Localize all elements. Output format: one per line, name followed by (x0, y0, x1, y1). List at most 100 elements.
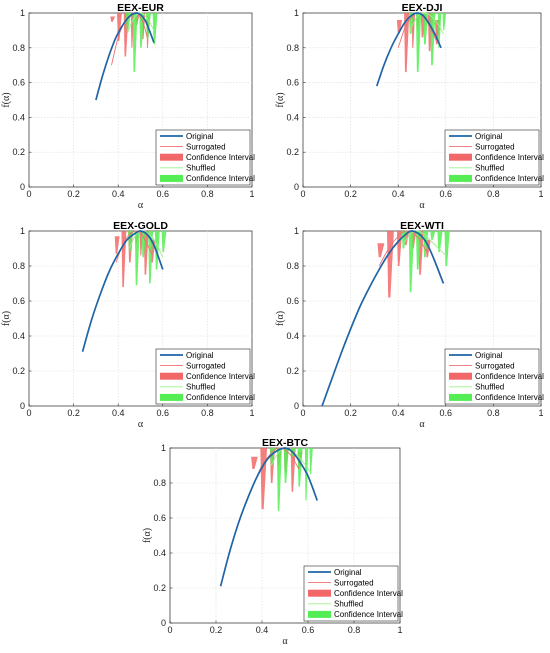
y-tick-label: 0.4 (12, 112, 25, 122)
y-tick-label: 0.4 (286, 112, 299, 122)
legend-label: Surrogated (186, 142, 226, 151)
x-tick-label: 0.6 (302, 625, 315, 635)
x-tick-label: 0 (300, 189, 305, 199)
shuffled-confidence-band (309, 448, 313, 475)
legend-label: Shuffled (475, 383, 504, 392)
shuffled-confidence-band (442, 13, 447, 31)
plot-area (95, 12, 158, 101)
x-tick-label: 1 (538, 189, 543, 199)
y-tick-label: 0.8 (12, 261, 25, 271)
x-tick-label: 0.4 (392, 189, 405, 199)
shuffled-line (409, 12, 444, 35)
x-tick-label: 0.6 (440, 189, 453, 199)
y-tick-label: 0.8 (286, 261, 299, 271)
legend-label: Confidence Interval (475, 174, 544, 183)
surrogated-confidence-band (251, 456, 258, 469)
legend-label: Confidence Interval (186, 393, 255, 402)
shuffled-confidence-band (154, 231, 160, 270)
chart-title: EEX-DJI (402, 2, 443, 14)
shuffled-confidence-band (276, 448, 282, 511)
shuffled-confidence-band (148, 231, 154, 284)
x-tick-label: 0.8 (201, 408, 214, 418)
x-axis-label: α (138, 200, 144, 211)
legend-patch-swatch (160, 393, 183, 401)
y-tick-label: 0.6 (286, 78, 299, 88)
legend-patch-swatch (160, 174, 183, 182)
chart-eex-wti: 0 0.2 0.4 0.6 0.8 1 0 0.2 0.4 0.6 0.8 1 α f(α) EEX-WTI… (275, 220, 544, 430)
legend-label: Original (186, 351, 214, 360)
legend-patch-swatch (160, 372, 183, 380)
shuffled-confidence-band (415, 13, 422, 73)
chart-eex-gold: 0 0.2 0.4 0.6 0.8 1 0 0.2 0.4 0.6 0.8 1 α f(α) EEX-GOL… (1, 220, 255, 430)
y-axis-label: f(α) (275, 311, 286, 326)
legend-label: Surrogated (475, 361, 515, 370)
y-tick-label: 0.2 (12, 147, 25, 157)
x-tick-label: 0 (300, 408, 305, 418)
x-tick-label: 0.2 (344, 408, 357, 418)
legend-label: Original (186, 132, 214, 141)
original-line (375, 12, 442, 87)
y-tick-label: 1 (20, 226, 25, 236)
y-tick-label: 0.6 (12, 78, 25, 88)
x-tick-label: 0.2 (67, 408, 80, 418)
y-tick-label: 0.2 (286, 366, 299, 376)
legend-label: Original (475, 132, 503, 141)
shuffled-confidence-band (437, 231, 443, 252)
shuffled-confidence-band (437, 13, 442, 48)
x-axis-label: α (419, 200, 425, 211)
y-tick-label: 0 (161, 618, 166, 628)
x-tick-label: 0.4 (392, 408, 405, 418)
y-tick-label: 0.2 (286, 147, 299, 157)
x-tick-label: 1 (249, 408, 254, 418)
x-tick-label: 0.8 (487, 189, 500, 199)
legend-label: Original (334, 568, 362, 577)
shuffled-confidence-band (134, 231, 140, 286)
x-axis-label: α (138, 419, 144, 430)
legend-label: Confidence Interval (186, 372, 255, 381)
original-line (95, 12, 155, 101)
shuffled-line (402, 230, 447, 256)
shuffled-confidence-band (132, 13, 138, 73)
y-tick-label: 0 (294, 182, 299, 192)
x-tick-label: 0.8 (487, 408, 500, 418)
x-tick-label: 0.4 (112, 408, 125, 418)
legend-patch-swatch (160, 153, 183, 161)
y-tick-label: 0.8 (286, 43, 299, 53)
original-line (81, 230, 164, 352)
legend-label: Confidence Interval (475, 372, 544, 381)
y-tick-label: 0.6 (286, 296, 299, 306)
y-axis-label: f(α) (1, 311, 12, 326)
x-tick-label: 1 (397, 625, 402, 635)
legend-patch-swatch (449, 393, 472, 401)
x-tick-label: 0 (26, 408, 31, 418)
plot-area (321, 230, 450, 406)
shuffled-confidence-band (283, 448, 289, 483)
surrogated-confidence-band (290, 448, 296, 492)
shuffled-confidence-band (152, 13, 158, 45)
shuffled-confidence-band (423, 231, 429, 258)
shuffled-confidence-band (141, 231, 147, 258)
legend-label: Confidence Interval (475, 153, 544, 162)
plot-area (81, 230, 167, 352)
plot-area (219, 447, 318, 587)
surrogated-line (378, 230, 428, 267)
legend-label: Confidence Interval (334, 589, 403, 598)
legend-label: Shuffled (334, 600, 363, 609)
y-tick-label: 0.8 (153, 478, 166, 488)
y-tick-label: 1 (161, 443, 166, 453)
shuffled-confidence-band (444, 231, 450, 266)
legend-label: Surrogated (475, 142, 515, 151)
x-tick-label: 0.4 (256, 625, 269, 635)
chart-eex-dji: 0 0.2 0.4 0.6 0.8 1 0 0.2 0.4 0.6 0.8 1 α f(α) EEX-DJI… (275, 2, 544, 211)
chart-title: EEX-EUR (117, 2, 164, 14)
y-tick-label: 0.2 (153, 583, 166, 593)
legend-patch-swatch (449, 372, 472, 380)
x-tick-label: 0 (26, 189, 31, 199)
legend-label: Shuffled (475, 164, 504, 173)
y-tick-label: 0 (294, 401, 299, 411)
